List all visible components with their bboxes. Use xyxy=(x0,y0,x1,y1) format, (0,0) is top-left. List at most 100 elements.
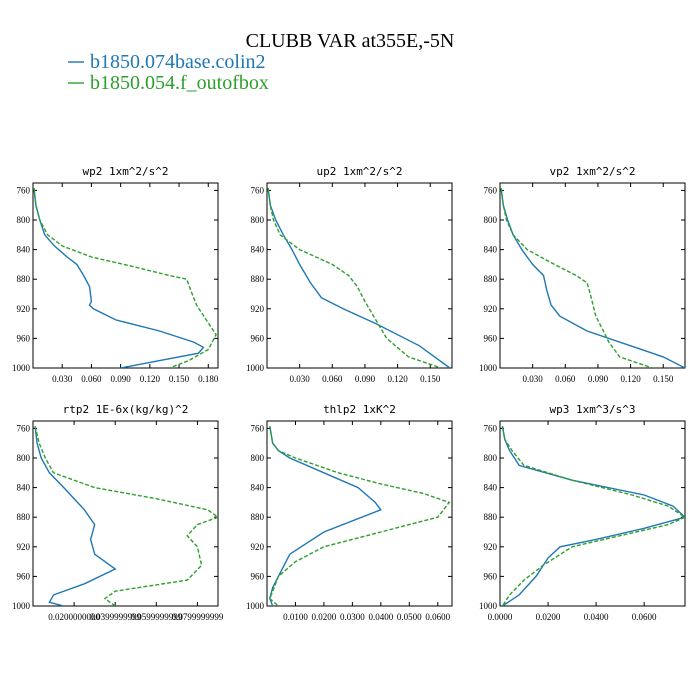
plot-frame xyxy=(499,182,686,369)
x-tick-label: 0.150 xyxy=(653,374,674,384)
x-tick-label: 0.0400 xyxy=(584,612,609,622)
y-tick-label: 840 xyxy=(484,483,498,493)
y-tick-label: 920 xyxy=(251,542,265,552)
y-tick-label: 800 xyxy=(17,215,31,225)
x-tick-label: 0.0200 xyxy=(312,612,337,622)
panel-title: thlp2 1xK^2 xyxy=(323,403,396,416)
series-line-2 xyxy=(500,188,653,368)
y-tick-label: 880 xyxy=(484,512,498,522)
x-tick-label: 0.120 xyxy=(140,374,161,384)
plot-frame xyxy=(499,420,686,607)
series-line-2 xyxy=(501,426,685,606)
y-tick-label: 960 xyxy=(17,571,31,581)
y-tick-label: 760 xyxy=(484,423,498,433)
x-tick-label: 0.030 xyxy=(523,374,544,384)
x-tick-label: 0.150 xyxy=(169,374,190,384)
panel-6: wp3 1xm^3/s^3 0.0000 0.0200 0.0400 0.0600 760… xyxy=(479,403,686,622)
y-tick-label: 840 xyxy=(17,483,31,493)
y-tick-label: 960 xyxy=(251,333,265,343)
y-tick-label: 840 xyxy=(251,245,265,255)
x-tick-label: 0.060 xyxy=(81,374,102,384)
x-tick-label: 0.090 xyxy=(111,374,132,384)
x-tick-label: 0.030 xyxy=(52,374,73,384)
y-tick-label: 1000 xyxy=(479,601,498,611)
x-tick-label: 0.0600 xyxy=(425,612,450,622)
y-tick-label: 1000 xyxy=(246,601,265,611)
panel-4: rtp2 1E-6x(kg/kg)^2 0.02000000000.0399999… xyxy=(12,403,224,622)
panel-title: rtp2 1E-6x(kg/kg)^2 xyxy=(63,403,189,416)
plot-frame xyxy=(266,420,453,607)
legend-label-2: b1850.054.f_outofbox xyxy=(90,72,269,94)
panel-title: vp2 1xm^2/s^2 xyxy=(549,165,635,178)
x-tick-label: 0.090 xyxy=(355,374,376,384)
x-tick-label: 0.120 xyxy=(620,374,641,384)
series-line-1 xyxy=(500,188,685,368)
y-tick-label: 920 xyxy=(484,542,498,552)
y-tick-label: 800 xyxy=(17,453,31,463)
y-tick-label: 840 xyxy=(17,245,31,255)
x-tick-label: 0.0200000000 xyxy=(48,612,100,622)
x-tick-label: 0.0200 xyxy=(536,612,561,622)
series-line-1 xyxy=(34,426,117,606)
x-tick-label: 0.0799999999 xyxy=(172,612,224,622)
y-tick-label: 800 xyxy=(484,215,498,225)
y-tick-label: 880 xyxy=(251,512,265,522)
y-tick-label: 800 xyxy=(251,215,265,225)
y-tick-label: 880 xyxy=(17,512,31,522)
y-tick-label: 920 xyxy=(251,304,265,314)
x-tick-label: 0.0000 xyxy=(488,612,513,622)
figure-title: CLUBB VAR at355E,-5N xyxy=(246,30,455,52)
x-tick-label: 0.060 xyxy=(555,374,576,384)
x-tick-label: 0.0600 xyxy=(632,612,657,622)
y-tick-label: 920 xyxy=(484,304,498,314)
y-tick-label: 840 xyxy=(251,483,265,493)
x-tick-label: 0.090 xyxy=(588,374,609,384)
y-tick-label: 960 xyxy=(484,571,498,581)
y-tick-label: 920 xyxy=(17,542,31,552)
y-tick-label: 1000 xyxy=(479,363,498,373)
series-line-1 xyxy=(269,426,382,606)
x-tick-label: 0.150 xyxy=(420,374,441,384)
plot-frame xyxy=(32,420,219,607)
y-tick-label: 760 xyxy=(251,423,265,433)
y-tick-label: 760 xyxy=(17,185,31,195)
y-tick-label: 760 xyxy=(17,423,31,433)
panel-title: wp3 1xm^3/s^3 xyxy=(549,403,635,416)
x-tick-label: 0.0399999999 xyxy=(89,612,141,622)
y-tick-label: 880 xyxy=(484,274,498,284)
x-tick-label: 0.030 xyxy=(290,374,311,384)
y-tick-label: 1000 xyxy=(12,601,31,611)
x-tick-label: 0.060 xyxy=(322,374,343,384)
panel-title: wp2 1xm^2/s^2 xyxy=(82,165,168,178)
panel-5: thlp2 1xK^2 0.0100 0.0200 0.0300 0.0400 0.050… xyxy=(246,403,453,622)
y-tick-label: 760 xyxy=(484,185,498,195)
legend: b1850.074base.colin2 b1850.054.f_outofbo… xyxy=(68,51,269,94)
y-tick-label: 800 xyxy=(251,453,265,463)
x-tick-label: 0.0599999999 xyxy=(130,612,182,622)
y-tick-label: 760 xyxy=(251,185,265,195)
plot-frame xyxy=(32,182,219,369)
x-tick-label: 0.120 xyxy=(387,374,408,384)
legend-label-1: b1850.074base.colin2 xyxy=(90,51,266,73)
y-tick-label: 1000 xyxy=(246,363,265,373)
x-tick-label: 0.180 xyxy=(198,374,219,384)
panel-1: wp2 1xm^2/s^2 0.030 0.060 0.090 0.120 0.150 0.… xyxy=(12,165,219,384)
series-line-2 xyxy=(34,426,218,606)
panel-title: up2 1xm^2/s^2 xyxy=(316,165,402,178)
series-line-2 xyxy=(33,188,217,368)
series-line-1 xyxy=(267,188,451,368)
y-tick-label: 840 xyxy=(484,245,498,255)
panel-3: vp2 1xm^2/s^2 0.030 0.060 0.090 0.120 0.150 76… xyxy=(479,165,686,384)
series-line-1 xyxy=(501,426,685,606)
plot-frame xyxy=(266,182,453,369)
y-tick-label: 960 xyxy=(484,333,498,343)
y-tick-label: 1000 xyxy=(12,363,31,373)
y-tick-label: 880 xyxy=(251,274,265,284)
series-line-1 xyxy=(33,188,205,368)
y-tick-label: 920 xyxy=(17,304,31,314)
panel-2: up2 1xm^2/s^2 0.030 0.060 0.090 0.120 0.150 76… xyxy=(246,165,453,384)
y-tick-label: 960 xyxy=(251,571,265,581)
x-tick-label: 0.0400 xyxy=(368,612,393,622)
y-tick-label: 880 xyxy=(17,274,31,284)
